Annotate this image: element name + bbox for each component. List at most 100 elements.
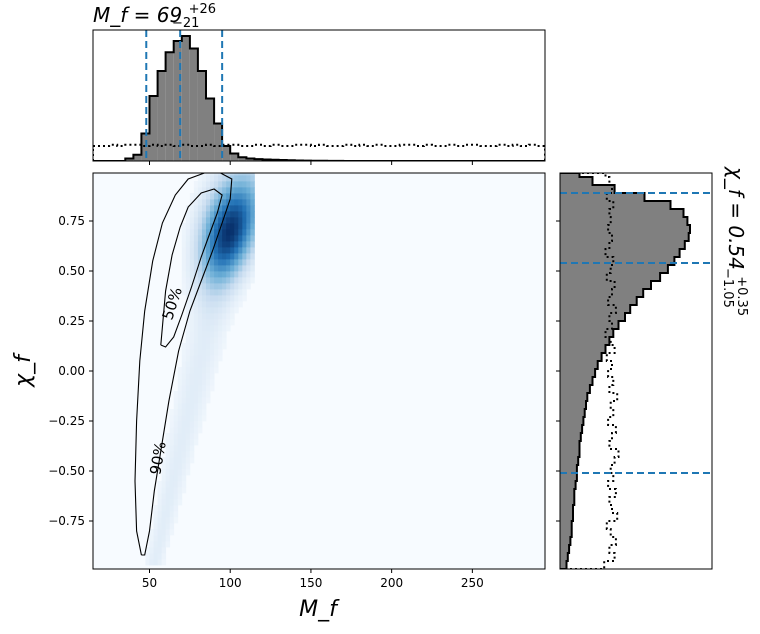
heatmap-cell (185, 469, 191, 476)
heatmap-cell (218, 337, 223, 344)
heatmap-cell (181, 235, 187, 242)
heatmap-cell (181, 397, 187, 404)
heatmap-cell (234, 235, 239, 242)
heatmap-cell (153, 541, 158, 548)
heatmap-cell (218, 355, 223, 362)
spin-histogram-bar (560, 489, 575, 497)
heatmap-cell (218, 187, 223, 194)
heatmap-cell (177, 445, 183, 452)
heatmap-cell (193, 379, 199, 386)
heatmap-cell (173, 421, 179, 428)
heatmap-cell (193, 283, 199, 290)
heatmap-cell (197, 379, 203, 386)
heatmap-cell (153, 511, 158, 518)
heatmap-cell (246, 271, 251, 278)
heatmap-cell (193, 247, 199, 254)
heatmap-cell (206, 217, 211, 224)
spin-histogram-bar (560, 265, 668, 273)
heatmap-cell (189, 247, 195, 254)
heatmap-cell (145, 553, 150, 560)
heatmap-cell (222, 289, 227, 296)
heatmap-cell (181, 481, 187, 488)
heatmap-cell (185, 385, 191, 392)
mass-histogram-bar (125, 158, 134, 161)
heatmap-cell (210, 325, 215, 332)
spin-histogram-bar (560, 201, 671, 209)
heatmap-cell (185, 433, 191, 440)
heatmap-cell (185, 265, 191, 272)
heatmap-cell (185, 415, 191, 422)
spin-histogram-bar (560, 257, 675, 265)
heatmap-cell (222, 235, 227, 242)
heatmap-cell (206, 247, 211, 254)
heatmap-cell (226, 307, 231, 314)
heatmap-cell (218, 241, 223, 248)
heatmap-cell (230, 313, 235, 320)
heatmap-cell (165, 451, 171, 458)
heatmap-cell (242, 295, 247, 302)
heatmap-cell (189, 397, 195, 404)
heatmap-cell (214, 307, 219, 314)
mass-histogram-bar (197, 71, 206, 161)
heatmap-cell (242, 259, 247, 266)
heatmap-cell (185, 355, 191, 362)
heatmap-cell (218, 271, 223, 278)
heatmap-cell (197, 277, 203, 284)
mass-prior-outline (93, 143, 545, 161)
heatmap-cell (189, 427, 195, 434)
heatmap-cell (210, 241, 215, 248)
heatmap-cell (189, 451, 195, 458)
heatmap-cell (214, 241, 219, 248)
heatmap-cell (210, 283, 215, 290)
heatmap-cell (238, 175, 243, 182)
heatmap-cell (201, 199, 207, 206)
heatmap-cell (226, 175, 231, 182)
heatmap-cell (214, 289, 219, 296)
heatmap-cell (201, 403, 207, 410)
y-tick-label: 0.00 (58, 364, 85, 378)
spin-histogram-bar (560, 233, 689, 241)
heatmap-cell (197, 325, 203, 332)
heatmap-cell (246, 211, 251, 218)
heatmap-cell (234, 241, 239, 248)
heatmap-cell (234, 295, 239, 302)
heatmap-cell (206, 385, 211, 392)
heatmap-cell (238, 223, 243, 230)
heatmap-cell (250, 253, 255, 260)
heatmap-cell (169, 463, 175, 470)
heatmap-cell (222, 193, 227, 200)
spin-histogram-bar (560, 249, 680, 257)
heatmap-cell (230, 199, 235, 206)
spin-histogram-bar (560, 425, 583, 433)
heatmap-cell (173, 427, 179, 434)
heatmap-cell (201, 385, 207, 392)
heatmap-cell (177, 427, 183, 434)
spin-posterior-outline (560, 173, 691, 569)
spin-histogram-bar (560, 521, 572, 529)
spin-histogram-bar (560, 409, 585, 417)
heatmap-cell (185, 307, 191, 314)
heatmap-cell (226, 253, 231, 260)
heatmap-cell (165, 511, 171, 518)
heatmap-cell (181, 241, 187, 248)
heatmap-cell (238, 277, 243, 284)
heatmap-cell (169, 523, 175, 530)
heatmap-cell (185, 343, 191, 350)
spin-histogram-bar (560, 173, 580, 177)
heatmap-cell (193, 415, 199, 422)
heatmap-cell (234, 199, 239, 206)
spin-histogram-bar (560, 241, 685, 249)
heatmap-cell (153, 523, 158, 530)
heatmap-cell (230, 277, 235, 284)
spin-histogram-bar (560, 193, 645, 201)
heatmap-cell (189, 385, 195, 392)
heatmap-cell (189, 271, 195, 278)
heatmap-cell (161, 553, 167, 560)
heatmap-cell (230, 223, 235, 230)
heatmap-cell (234, 217, 239, 224)
contour-50-percent (160, 188, 223, 348)
heatmap-cell (214, 223, 219, 230)
heatmap-cell (238, 289, 243, 296)
heatmap-cell (222, 223, 227, 230)
heatmap-cell (193, 349, 199, 356)
